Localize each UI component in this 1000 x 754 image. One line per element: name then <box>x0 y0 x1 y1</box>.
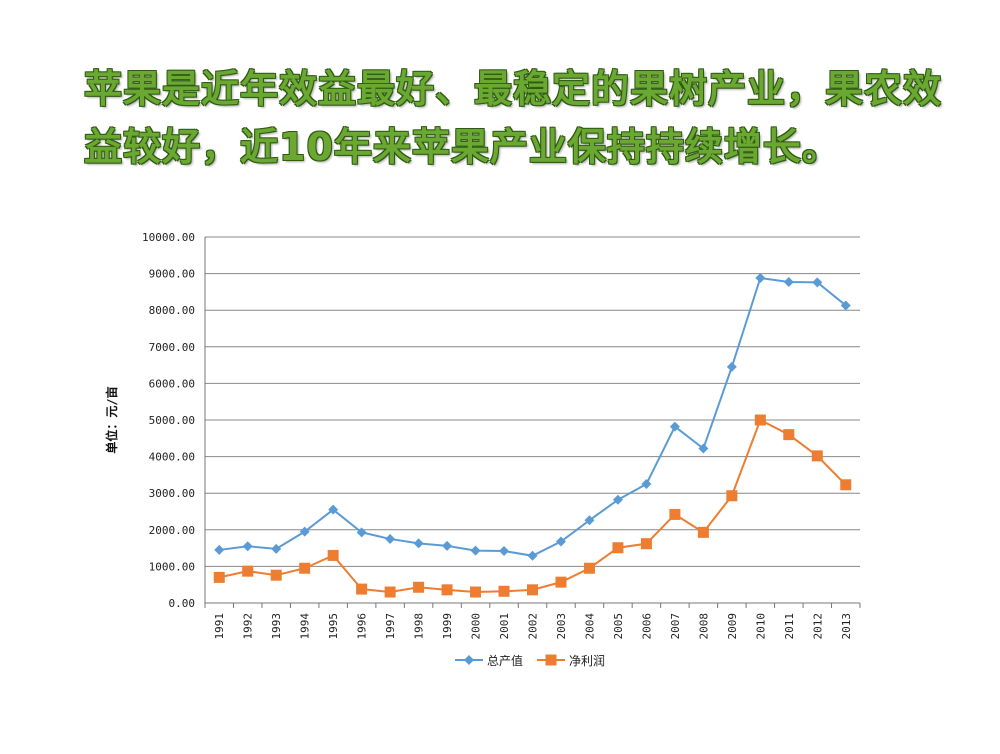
data-point-square <box>384 586 396 598</box>
data-point-diamond <box>214 544 225 555</box>
data-point-diamond <box>783 277 794 288</box>
y-tick-label: 6000.00 <box>149 377 195 390</box>
data-point-diamond <box>442 540 453 551</box>
x-tick-label: 2012 <box>811 613 824 640</box>
data-point-diamond <box>555 536 566 547</box>
data-point-square <box>270 569 282 581</box>
data-point-diamond <box>669 421 680 432</box>
x-tick-label: 2011 <box>783 613 796 640</box>
y-tick-label: 7000.00 <box>149 341 195 354</box>
x-tick-label: 1998 <box>413 613 426 640</box>
x-tick-label: 1995 <box>327 613 340 640</box>
y-tick-label: 3000.00 <box>149 487 195 500</box>
x-tick-label: 2004 <box>583 613 596 640</box>
data-point-diamond <box>612 494 623 505</box>
data-point-square <box>470 586 482 598</box>
data-point-diamond <box>328 504 339 515</box>
x-tick-label: 2008 <box>697 613 710 640</box>
data-point-square <box>640 538 652 550</box>
data-point-diamond <box>584 515 595 526</box>
data-point-diamond <box>242 541 253 552</box>
x-tick-label: 2005 <box>612 613 625 640</box>
data-point-square <box>612 542 624 554</box>
x-tick-label: 2003 <box>555 613 568 640</box>
data-point-square <box>413 581 425 593</box>
axes: 0.00 1000.00 2000.00 3000.00 4000.00 5000.00 6… <box>104 231 861 640</box>
data-point-diamond <box>470 545 481 556</box>
data-point-diamond <box>299 526 310 537</box>
data-point-square <box>555 576 567 588</box>
data-point-diamond <box>527 550 538 561</box>
data-point-square <box>583 562 595 574</box>
data-point-diamond <box>726 361 737 372</box>
y-tick-label: 4000.00 <box>149 451 195 464</box>
data-point-square <box>498 585 510 597</box>
data-point-square <box>697 526 709 538</box>
data-point-square <box>327 549 339 561</box>
data-point-square <box>527 584 538 596</box>
x-tick-label: 1994 <box>299 613 312 640</box>
x-tick-label: 2000 <box>470 613 483 640</box>
x-tick-label: 1992 <box>242 613 255 640</box>
legend: 总产值 净利润 <box>455 653 605 668</box>
data-point-square <box>811 450 823 462</box>
x-tick-label: 2009 <box>726 613 739 640</box>
x-tick-label: 1999 <box>441 613 454 640</box>
x-tick-label: 2007 <box>669 613 682 640</box>
series-line <box>219 276 847 557</box>
y-tick-label: 1000.00 <box>149 560 195 573</box>
y-tick-label: 0.00 <box>169 597 196 610</box>
legend-label: 总产值 <box>487 653 523 668</box>
y-tick-label: 10000.00 <box>142 231 195 244</box>
legend-marker <box>464 655 474 665</box>
data-point-square <box>754 414 766 426</box>
data-point-square <box>299 562 311 574</box>
series <box>213 272 852 598</box>
legend-marker <box>545 654 557 666</box>
x-tick-label: 2001 <box>498 613 511 640</box>
data-point-square <box>783 429 795 441</box>
legend-label: 净利润 <box>569 654 605 668</box>
data-point-square <box>840 479 852 491</box>
x-tick-label: 2013 <box>840 613 853 640</box>
data-point-square <box>669 508 681 520</box>
data-point-diamond <box>413 538 424 549</box>
slide-title: 苹果是近年效益最好、最稳定的果树产业，果农效益较好，近10年来苹果产业保持持续增… <box>84 67 943 169</box>
data-point-square <box>356 583 368 595</box>
data-point-diamond <box>385 533 396 544</box>
data-point-square <box>726 490 738 502</box>
y-tick-label: 9000.00 <box>149 268 195 281</box>
gridlines <box>205 236 860 604</box>
x-tick-label: 1993 <box>270 613 283 640</box>
data-point-diamond <box>356 527 367 538</box>
y-tick-label: 8000.00 <box>149 304 195 317</box>
data-point-square <box>242 565 254 577</box>
x-tick-label: 1996 <box>356 613 369 640</box>
data-point-diamond <box>755 272 766 283</box>
x-tick-label: 2006 <box>640 613 653 640</box>
y-tick-label: 2000.00 <box>149 524 195 537</box>
data-point-square <box>441 584 453 596</box>
data-point-diamond <box>840 300 851 311</box>
data-point-diamond <box>812 277 823 288</box>
data-point-diamond <box>641 479 652 490</box>
data-point-diamond <box>499 546 510 557</box>
y-axis-title: 单位：元/亩 <box>104 386 119 453</box>
data-point-square <box>213 571 225 583</box>
x-tick-label: 2002 <box>527 613 540 640</box>
data-point-diamond <box>271 543 282 554</box>
x-tick-label: 2010 <box>754 613 767 640</box>
y-tick-label: 5000.00 <box>149 414 195 427</box>
x-tick-label: 1991 <box>213 613 226 640</box>
x-tick-label: 1997 <box>384 613 397 640</box>
data-point-diamond <box>698 443 709 454</box>
